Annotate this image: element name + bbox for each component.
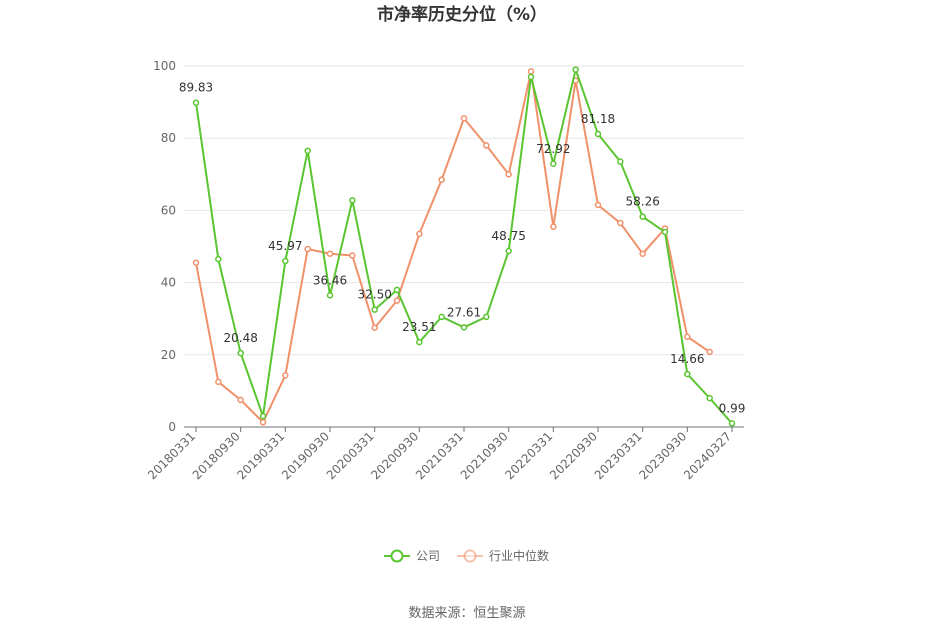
data-label: 36.46 [313, 273, 347, 287]
x-tick-label: 20190331 [234, 429, 287, 482]
data-point-industry-median[interactable] [326, 250, 334, 257]
x-tick-label: 20230930 [636, 429, 689, 482]
data-point-company[interactable] [728, 420, 736, 427]
data-point-industry-median[interactable] [349, 252, 356, 259]
data-point-company[interactable] [684, 370, 691, 378]
grid [184, 65, 744, 356]
x-tick-label: 20190930 [279, 429, 332, 482]
legend-label: 行业中位数 [489, 548, 549, 563]
x-tick-label: 20200331 [324, 429, 377, 482]
data-point-company[interactable] [215, 255, 222, 263]
legend-swatch-marker [463, 549, 477, 563]
x-tick-label: 20180930 [190, 429, 243, 482]
data-point-industry-median[interactable] [416, 230, 423, 238]
data-point-company[interactable] [594, 130, 602, 138]
data-point-company[interactable] [282, 257, 289, 265]
data-point-company[interactable] [237, 349, 244, 357]
y-tick-label: 0 [168, 420, 176, 434]
y-tick-label: 100 [153, 59, 176, 73]
data-point-company[interactable] [192, 99, 200, 106]
x-tick-label: 20230331 [592, 429, 645, 482]
data-point-industry-median[interactable] [371, 324, 378, 331]
data-point-industry-median[interactable] [259, 419, 267, 426]
data-label: 27.61 [447, 305, 481, 319]
data-point-industry-median[interactable] [438, 176, 445, 183]
data-point-industry-median[interactable] [550, 223, 557, 230]
legend-swatch-marker [390, 549, 404, 563]
data-point-industry-median[interactable] [282, 372, 289, 379]
data-point-company[interactable] [661, 228, 669, 236]
x-tick-label: 20180331 [145, 429, 198, 482]
data-point-industry-median[interactable] [483, 142, 490, 149]
data-point-industry-median[interactable] [639, 250, 646, 257]
y-tick-label: 20 [161, 348, 176, 362]
data-label: 23.51 [402, 320, 436, 334]
data-point-company[interactable] [393, 286, 401, 294]
data-label: 20.48 [223, 331, 257, 345]
x-tick-label: 20210331 [413, 429, 466, 482]
series-group [192, 66, 736, 427]
x-tick-label: 20220930 [547, 429, 600, 482]
chart-title: 市净率历史分位（%） [377, 4, 547, 25]
series-line-industry-median [195, 70, 711, 424]
data-point-company[interactable] [483, 313, 490, 321]
y-tick-label: 40 [161, 276, 176, 290]
data-point-industry-median[interactable] [684, 333, 691, 340]
data-point-company[interactable] [349, 197, 356, 204]
data-point-industry-median[interactable] [617, 219, 624, 227]
y-tick-label: 80 [161, 131, 176, 145]
source-note: 数据来源：恒生聚源 [408, 606, 525, 621]
data-point-industry-median[interactable] [505, 171, 512, 178]
data-point-company[interactable] [416, 338, 423, 346]
data-point-company[interactable] [706, 394, 713, 402]
data-point-company[interactable] [438, 313, 445, 321]
data-point-industry-median[interactable] [215, 378, 222, 386]
data-point-company[interactable] [639, 213, 646, 220]
data-label: 45.97 [268, 239, 302, 253]
x-tick-label: 20220331 [502, 429, 555, 482]
data-label: 32.50 [357, 288, 391, 302]
legend-label: 公司 [416, 549, 440, 563]
data-point-company[interactable] [259, 412, 267, 420]
data-point-company[interactable] [527, 73, 535, 81]
data-label: 58.26 [625, 195, 659, 209]
data-point-company[interactable] [550, 160, 557, 168]
data-point-company[interactable] [326, 292, 334, 299]
data-point-company[interactable] [460, 324, 468, 331]
data-label: 14.66 [670, 352, 704, 366]
x-tick-label: 20210930 [458, 429, 511, 482]
data-point-industry-median[interactable] [393, 297, 401, 304]
data-point-industry-median[interactable] [192, 259, 200, 266]
data-point-industry-median[interactable] [527, 68, 535, 75]
data-point-industry-median[interactable] [706, 348, 713, 356]
data-point-company[interactable] [617, 158, 624, 165]
data-label: 81.18 [581, 112, 615, 126]
data-point-company[interactable] [304, 147, 311, 155]
data-labels: 89.83 20.48 45.97 36.46 32.50 23.51 27.61 48.75… [179, 81, 746, 416]
data-point-industry-median[interactable] [460, 115, 468, 122]
legend-item-industry-median[interactable]: 行业中位数 [457, 548, 549, 563]
data-point-company[interactable] [505, 247, 512, 255]
data-label: 0.99 [719, 401, 746, 415]
data-point-company[interactable] [371, 306, 378, 313]
data-label: 72.92 [536, 142, 570, 156]
data-label: 89.83 [179, 81, 213, 95]
data-label: 48.75 [491, 229, 525, 243]
x-tick-label: 20200930 [368, 429, 421, 482]
data-point-company[interactable] [572, 66, 579, 73]
x-tick-label: 20240327 [681, 429, 734, 482]
legend-item-company[interactable]: 公司 [384, 549, 440, 563]
data-point-industry-median[interactable] [237, 396, 244, 404]
legend[interactable]: 公司 行业中位数 [384, 548, 549, 563]
data-point-industry-median[interactable] [304, 245, 311, 253]
axes: 0 20 40 60 80 100 2018033120180930201903312019… [145, 59, 744, 482]
y-tick-label: 60 [161, 203, 176, 217]
data-point-industry-median[interactable] [594, 201, 602, 209]
